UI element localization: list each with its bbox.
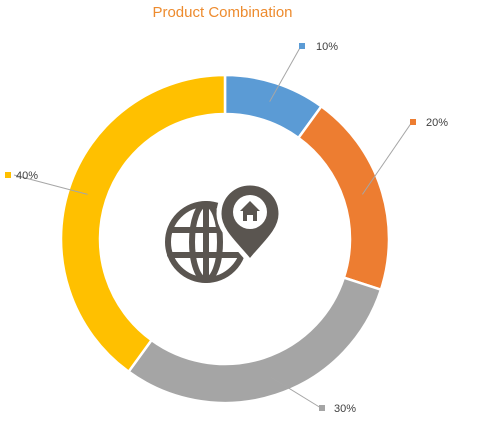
- data-label-30: 30%: [334, 403, 356, 415]
- data-label-20: 20%: [426, 117, 448, 129]
- data-label-40: 40%: [16, 170, 38, 182]
- legend-marker-30: [319, 405, 325, 411]
- legend-marker-20: [410, 119, 416, 125]
- donut-slice-40: [59, 73, 227, 374]
- home-icon: [240, 201, 260, 221]
- donut-slice-20: [296, 104, 391, 292]
- legend-marker-40: [5, 172, 11, 178]
- leader-line-20: [362, 121, 413, 195]
- leader-line-30: [269, 376, 322, 409]
- leader-line-10: [269, 45, 302, 102]
- chart-title: Product Combination: [152, 4, 293, 21]
- leader-line-40: [13, 174, 88, 195]
- globe-location-pin-home-icon: [165, 180, 284, 283]
- donut-slice-30: [126, 276, 383, 405]
- legend-marker-10: [299, 43, 305, 49]
- data-label-10: 10%: [316, 41, 338, 53]
